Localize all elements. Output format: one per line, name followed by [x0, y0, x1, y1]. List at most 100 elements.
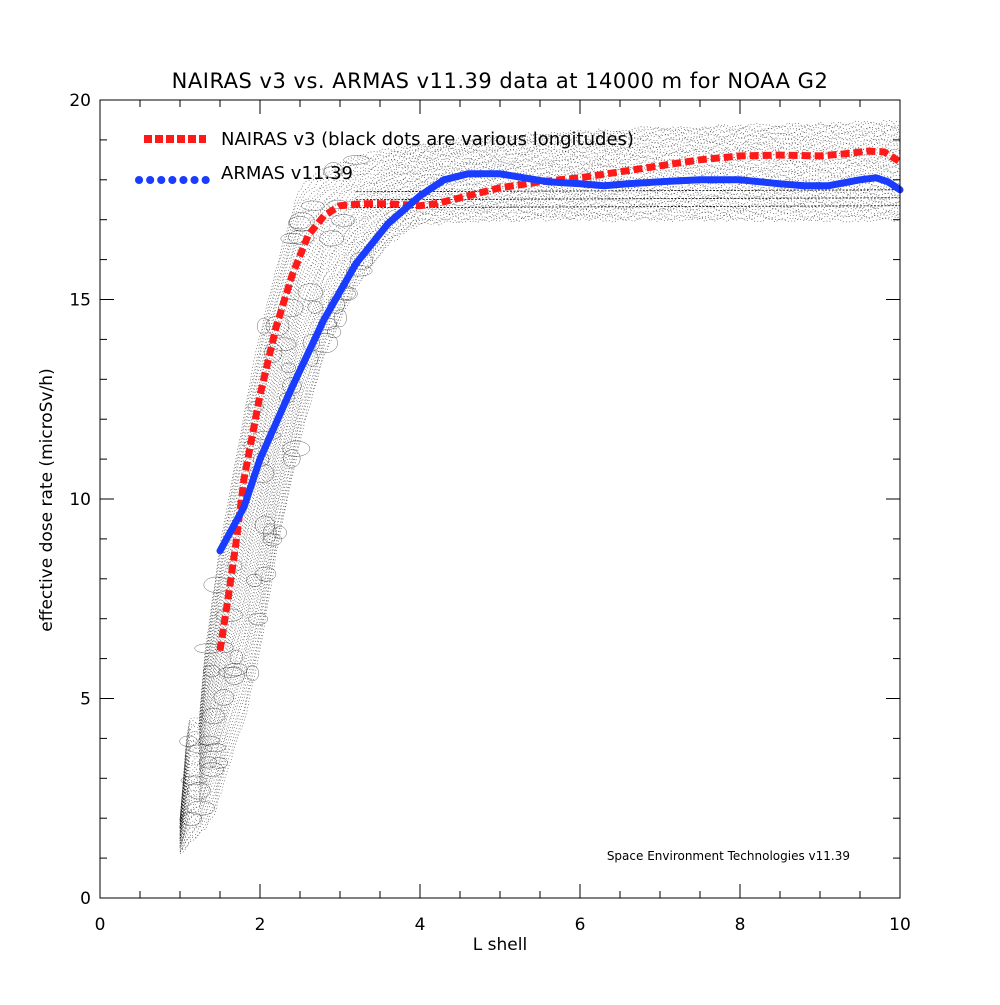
scatter-contour	[256, 317, 271, 335]
scatter-longitude-trace	[179, 164, 901, 835]
scatter-longitude-trace	[179, 147, 901, 829]
scatter-layer	[179, 119, 901, 854]
scatter-contour	[289, 212, 315, 232]
scatter-contour	[324, 162, 344, 179]
scatter-longitude-trace	[179, 122, 901, 821]
scatter-contour	[333, 308, 347, 328]
scatter-longitude-trace	[179, 159, 901, 835]
x-tick-label: 0	[95, 915, 106, 935]
axes-layer: 0 2 4 6 8 10 0 5 10 15 20	[69, 91, 910, 935]
scatter-contour	[343, 155, 370, 165]
scatter-contour	[186, 800, 216, 816]
scatter-contour	[223, 663, 248, 676]
scatter-contour	[179, 735, 198, 747]
y-axis-label: effective dose rate (microSv/h)	[37, 368, 57, 631]
scatter-contour	[246, 573, 263, 587]
scatter-contour	[263, 523, 277, 544]
scatter-contour	[322, 166, 342, 178]
scatter-contour	[282, 440, 311, 457]
lines-layer	[216, 147, 904, 652]
scatter-longitude-trace	[179, 124, 901, 823]
scatter-contour	[248, 612, 269, 626]
scatter-contour	[327, 326, 342, 339]
scatter-longitude-trace	[179, 128, 901, 820]
scatter-contour	[327, 199, 349, 209]
scatter-contour	[229, 649, 244, 665]
legend-label-nairas: NAIRAS v3 (black dots are various longit…	[221, 129, 634, 150]
scatter-longitude-trace	[179, 126, 901, 819]
credit-annotation: Space Environment Technologies v11.39	[607, 849, 850, 863]
scatter-contour	[189, 744, 213, 754]
scatter-contour	[213, 689, 234, 706]
scatter-contour	[198, 735, 220, 746]
scatter-contour	[202, 707, 225, 724]
x-tick-label: 8	[735, 915, 746, 935]
scatter-contour	[278, 298, 304, 317]
scatter-longitude-trace	[179, 198, 901, 848]
scatter-contour	[199, 756, 218, 769]
series-line-armas	[216, 170, 904, 555]
scatter-contour	[283, 449, 301, 468]
scatter-contour	[254, 515, 276, 535]
chart-title: NAIRAS v3 vs. ARMAS v11.39 data at 14000…	[172, 69, 829, 93]
x-tick-label: 10	[889, 915, 911, 935]
x-tick-label: 4	[415, 915, 426, 935]
scatter-contour	[281, 362, 297, 374]
x-axis-label: L shell	[473, 935, 527, 955]
scatter-longitude-trace	[179, 136, 901, 827]
scatter-longitude-trace	[179, 205, 901, 853]
scatter-plateau-band	[355, 205, 901, 209]
scatter-longitude-trace	[179, 178, 901, 841]
scatter-longitude-trace	[179, 180, 901, 839]
scatter-contour	[181, 812, 203, 826]
scatter-contour	[245, 665, 260, 682]
scatter-contour	[346, 265, 373, 277]
scatter-longitude-trace	[179, 142, 901, 828]
scatter-contour	[205, 743, 226, 753]
scatter-contour	[269, 337, 297, 351]
scatter-plateau-band	[355, 189, 901, 193]
x-tick-label: 2	[255, 915, 266, 935]
scatter-contour	[301, 200, 325, 211]
y-tick-label: 0	[80, 889, 91, 909]
x-tick-label: 6	[575, 915, 586, 935]
scatter-longitude-trace	[179, 161, 901, 836]
scatter-longitude-trace	[179, 133, 901, 825]
scatter-longitude-trace	[179, 141, 901, 827]
scatter-contour	[297, 283, 324, 301]
scatter-contour	[180, 775, 207, 786]
y-tick-label: 20	[69, 91, 91, 111]
scatter-longitude-trace	[179, 187, 901, 844]
scatter-longitude-trace	[179, 210, 901, 852]
scatter-contour	[209, 757, 229, 769]
scatter-contour	[273, 525, 287, 540]
scatter-contour	[187, 782, 211, 800]
legend: NAIRAS v3 (black dots are various longit…	[135, 129, 634, 184]
scatter-contour	[319, 230, 344, 247]
y-tick-label: 15	[69, 291, 91, 311]
scatter-plateau-band	[355, 197, 901, 201]
scatter-longitude-trace	[179, 168, 901, 837]
y-tick-label: 5	[80, 690, 91, 710]
scatter-longitude-trace	[179, 152, 901, 829]
scatter-contour	[288, 216, 311, 230]
scatter-longitude-trace	[179, 170, 901, 839]
scatter-contour	[255, 566, 277, 582]
scatter-contour	[203, 664, 221, 678]
series-line-nairas	[216, 147, 902, 652]
scatter-contour	[331, 214, 356, 227]
scatter-longitude-trace	[179, 194, 901, 848]
scatter-longitude-trace	[179, 138, 901, 828]
scatter-contour	[262, 533, 283, 547]
scatter-longitude-trace	[179, 119, 900, 820]
scatter-contour	[288, 229, 315, 245]
scatter-longitude-trace	[179, 214, 901, 853]
scatter-longitude-trace	[179, 196, 901, 847]
legend-label-armas: ARMAS v11.39	[221, 163, 353, 184]
scatter-contour	[224, 666, 245, 685]
scatter-contour	[200, 762, 224, 777]
y-tick-label: 10	[69, 490, 91, 510]
